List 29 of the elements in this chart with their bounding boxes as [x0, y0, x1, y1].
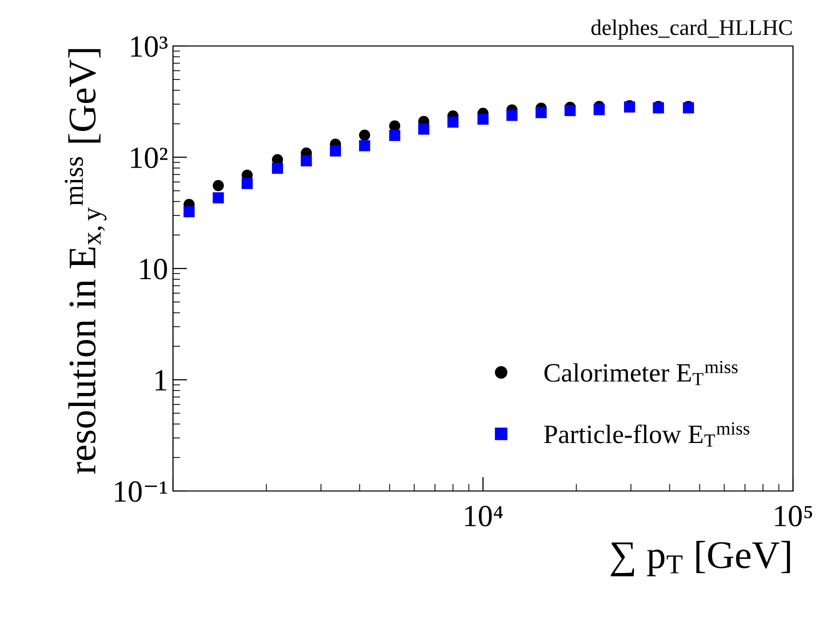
point [594, 104, 605, 116]
point [506, 110, 518, 121]
point [477, 114, 489, 125]
point [184, 206, 195, 218]
y-tick-label: 10³ [131, 36, 168, 57]
point [389, 130, 400, 142]
point [300, 155, 312, 166]
chart-title: delphes_card_HLLHC [591, 19, 792, 40]
x-tick-label: 10⁴ [465, 506, 503, 526]
point [564, 104, 576, 116]
point [418, 124, 430, 135]
y-tick-label: 10⁻¹ [114, 481, 168, 502]
point [272, 162, 284, 174]
legend-label: Particle-flow E$_{T}$$^{miss}$ [544, 422, 750, 447]
point [212, 192, 224, 204]
x-axis-title: ∑ p$_{T}$ [GeV] [610, 540, 790, 576]
y-tick-label: 1 [156, 370, 166, 390]
point [359, 140, 370, 152]
point [212, 180, 224, 192]
y-tick-label: 10² [131, 148, 168, 168]
point [447, 116, 459, 128]
point [536, 107, 547, 118]
point [359, 130, 370, 141]
y-tick-label: 10 [140, 258, 167, 280]
point [242, 178, 253, 190]
point [330, 145, 341, 156]
legend-label: Calorimeter E$_{T}$$^{miss}$ [544, 360, 738, 386]
y-axis-title: resolution in E$_{x,y}$$^{miss}$ [GeV] [64, 49, 106, 474]
x-tick-label: 10⁵ [775, 506, 812, 526]
